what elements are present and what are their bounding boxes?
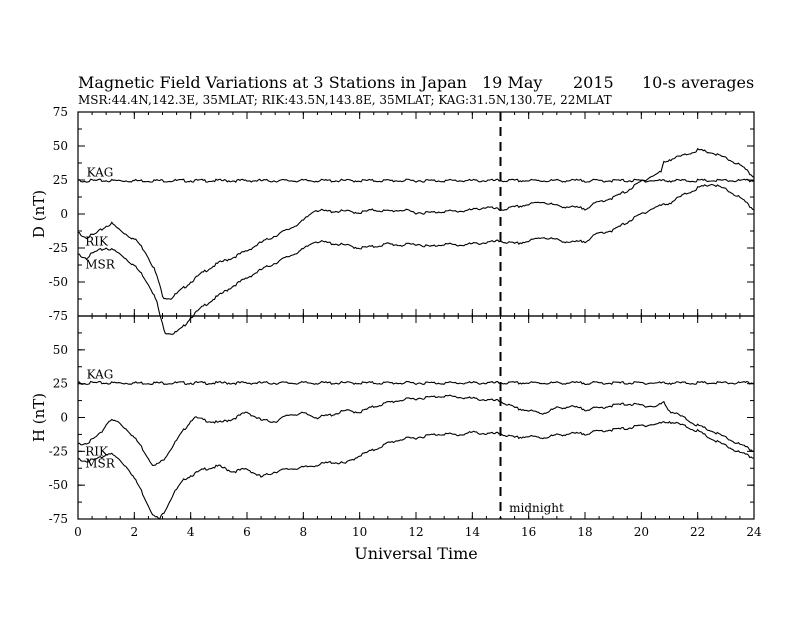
xtick-label: 12 xyxy=(408,525,423,539)
chart-year: 2015 xyxy=(573,73,614,92)
xtick-label: 16 xyxy=(521,525,536,539)
panel-d-ytick-label: 75 xyxy=(53,105,68,119)
station-coordinates: MSR:44.4N,142.3E, 35MLAT; RIK:43.5N,143.… xyxy=(78,93,612,107)
xtick-label: 4 xyxy=(187,525,195,539)
panel-h-ytick-label: -75 xyxy=(49,512,68,526)
panel-d-ytick-label: 25 xyxy=(53,173,68,187)
panel-h-ylabel: H (nT) xyxy=(30,393,48,442)
station-label-msr-d: MSR xyxy=(85,257,116,271)
xtick-label: 0 xyxy=(74,525,82,539)
station-label-rik-h: RIK xyxy=(85,444,109,458)
panel-d: -75 -50 -25 0 25 50 75 D (nT) KAG RIK MSR xyxy=(30,105,755,335)
xtick-label: 24 xyxy=(746,525,762,539)
midnight-label: midnight xyxy=(509,501,564,515)
x-axis-label: Universal Time xyxy=(354,544,477,563)
panel-h-ytick-label: -50 xyxy=(49,478,68,492)
panel-d-ytick-label: -75 xyxy=(49,309,68,323)
xtick-label: 8 xyxy=(300,525,308,539)
series-kag-h xyxy=(77,380,755,386)
panel-d-ytick-label: -50 xyxy=(49,275,68,289)
chart-title: Magnetic Field Variations at 3 Stations … xyxy=(78,73,467,92)
chart-date: 19 May xyxy=(482,73,542,92)
panel-d-ytick-label: 50 xyxy=(53,139,68,153)
panel-d-ytick-label: -25 xyxy=(49,241,68,255)
series-kag-d xyxy=(77,178,755,183)
panel-h-ytick-label: -25 xyxy=(49,444,68,458)
panel-d-ylabel: D (nT) xyxy=(30,190,48,238)
panel-h-frame xyxy=(77,315,755,520)
panel-d-ytick-label: 0 xyxy=(60,207,68,221)
chart-averaging: 10-s averages xyxy=(642,73,754,92)
station-label-msr-h: MSR xyxy=(85,457,116,471)
series-msr-h xyxy=(77,420,755,520)
panel-h-ytick-label: 50 xyxy=(53,343,68,357)
xtick-label: 14 xyxy=(465,525,481,539)
xtick-label: 10 xyxy=(352,525,367,539)
station-label-kag-d: KAG xyxy=(87,166,114,180)
xtick-label: 20 xyxy=(634,525,649,539)
xtick-label: 18 xyxy=(577,525,592,539)
station-label-kag-h: KAG xyxy=(87,367,114,381)
panel-h-ytick-label: 0 xyxy=(60,411,68,425)
xtick-label: 2 xyxy=(131,525,139,539)
panel-h-ytick-label: 25 xyxy=(53,377,68,391)
xtick-label: 6 xyxy=(243,525,251,539)
xtick-label: 22 xyxy=(690,525,705,539)
series-rik-d xyxy=(77,147,755,300)
station-label-rik-d: RIK xyxy=(85,234,109,248)
series-rik-h xyxy=(77,394,755,466)
